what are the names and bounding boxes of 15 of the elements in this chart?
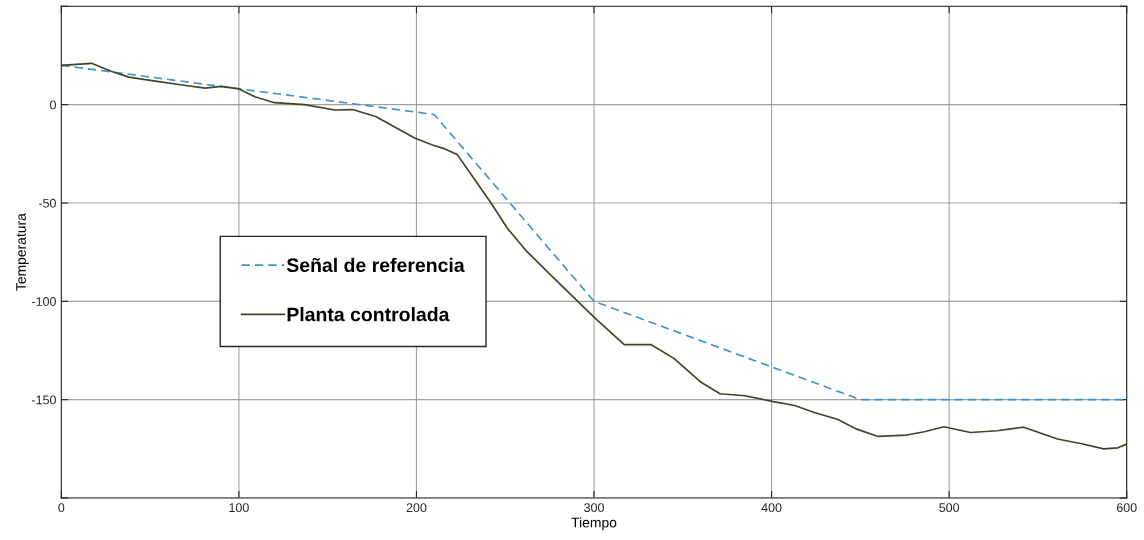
x-tick-label: 0	[58, 503, 65, 513]
x-tick-label: 100	[229, 503, 249, 513]
legend-label: Señal de referencia	[286, 257, 465, 273]
y-tick-label: -50	[38, 198, 56, 208]
legend-label: Planta controlada	[287, 307, 450, 322]
y-axis-title: Temperatura	[16, 213, 29, 291]
x-tick-label: 300	[584, 503, 604, 513]
x-tick-label: 200	[406, 503, 427, 513]
x-axis-title: Tiempo	[571, 517, 617, 531]
y-tick-label: -100	[32, 297, 56, 306]
x-tick-label: 400	[761, 503, 782, 513]
y-tick-label: 0	[49, 100, 56, 110]
y-tick-label: -150	[32, 395, 56, 405]
x-tick-label: 500	[939, 503, 960, 513]
x-tick-label: 600	[1116, 503, 1137, 513]
